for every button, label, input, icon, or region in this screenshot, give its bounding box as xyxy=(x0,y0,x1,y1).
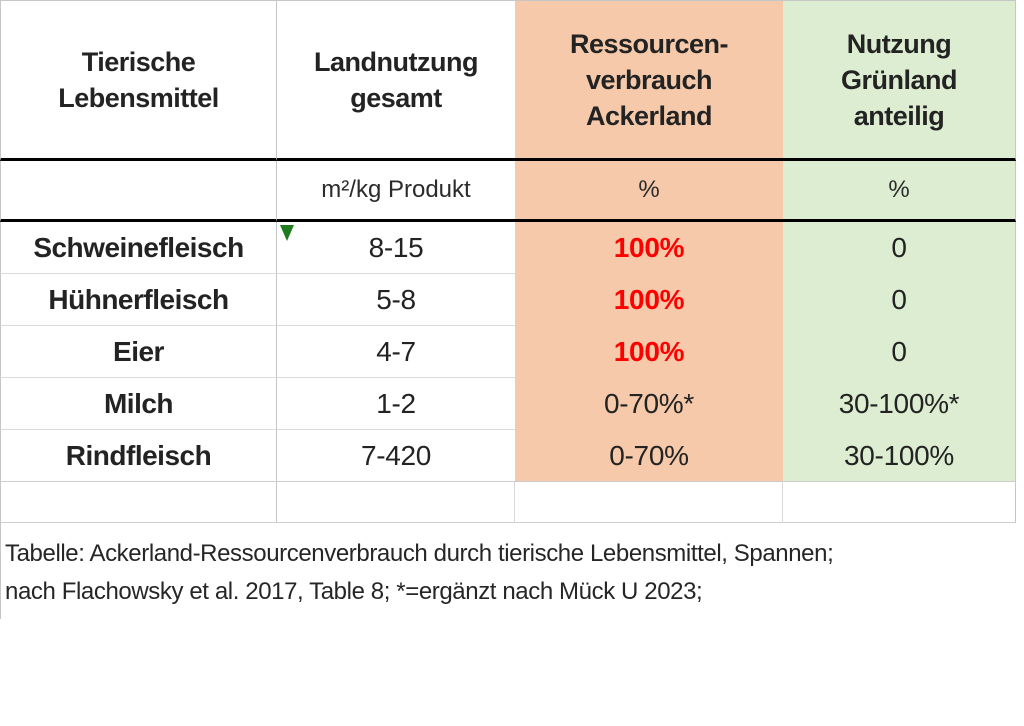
table-row-milch: Milch 1-2 0-70%* 30-100%* xyxy=(0,378,1016,430)
ackerland-value: 0-70% xyxy=(515,430,783,482)
product-name: Schweinefleisch xyxy=(0,222,277,274)
col-header-tierische-lebensmittel: Tierische Lebensmittel xyxy=(0,0,277,161)
table-row-huehnerfleisch: Hühnerfleisch 5-8 100% 0 xyxy=(0,274,1016,326)
unit-landnutzung: m²/kg Produkt xyxy=(277,161,515,222)
caption-line-2: nach Flachowsky et al. 2017, Table 8; *=… xyxy=(5,578,703,605)
product-name: Hühnerfleisch xyxy=(0,274,277,326)
header-row: Tierische Lebensmittel Landnutzung gesam… xyxy=(0,0,1016,161)
product-name: Eier xyxy=(0,326,277,378)
product-name: Rindfleisch xyxy=(0,430,277,482)
empty-cell xyxy=(783,482,1016,523)
landnutzung-value: 4-7 xyxy=(277,326,515,378)
caption-line-1: Tabelle: Ackerland-Ressourcenverbrauch d… xyxy=(5,540,834,567)
gruenland-value: 30-100% xyxy=(783,430,1016,482)
gruenland-value: 30-100%* xyxy=(783,378,1016,430)
table-row-eier: Eier 4-7 100% 0 xyxy=(0,326,1016,378)
col-header-nutzung-gruenland: Nutzung Grünland anteilig xyxy=(783,0,1016,161)
gruenland-value: 0 xyxy=(783,326,1016,378)
ackerland-value: 0-70%* xyxy=(515,378,783,430)
ackerland-value: 100% xyxy=(515,326,783,378)
empty-spreadsheet-row xyxy=(0,482,1016,523)
table-row-schweinefleisch: Schweinefleisch 8-15 100% 0 xyxy=(0,222,1016,274)
landnutzung-value: 5-8 xyxy=(277,274,515,326)
empty-cell xyxy=(515,482,783,523)
landnutzung-value: 8-15 xyxy=(277,222,515,274)
product-name: Milch xyxy=(0,378,277,430)
empty-cell xyxy=(277,482,515,523)
data-table: Tierische Lebensmittel Landnutzung gesam… xyxy=(0,0,1016,619)
col-header-landnutzung-gesamt: Landnutzung gesamt xyxy=(277,0,515,161)
empty-cell xyxy=(0,482,277,523)
gruenland-value: 0 xyxy=(783,222,1016,274)
units-row: m²/kg Produkt % % xyxy=(0,161,1016,222)
table-caption: Tabelle: Ackerland-Ressourcenverbrauch d… xyxy=(0,523,1016,619)
col-header-ressourcenverbrauch-ackerland: Ressourcen- verbrauch Ackerland xyxy=(515,0,783,161)
unit-ackerland: % xyxy=(515,161,783,222)
landnutzung-value: 1-2 xyxy=(277,378,515,430)
unit-gruenland: % xyxy=(783,161,1016,222)
landnutzung-value: 7-420 xyxy=(277,430,515,482)
table-row-rindfleisch: Rindfleisch 7-420 0-70% 30-100% xyxy=(0,430,1016,482)
gruenland-value: 0 xyxy=(783,274,1016,326)
ackerland-value: 100% xyxy=(515,274,783,326)
ackerland-value: 100% xyxy=(515,222,783,274)
unit-empty-cell xyxy=(0,161,277,222)
